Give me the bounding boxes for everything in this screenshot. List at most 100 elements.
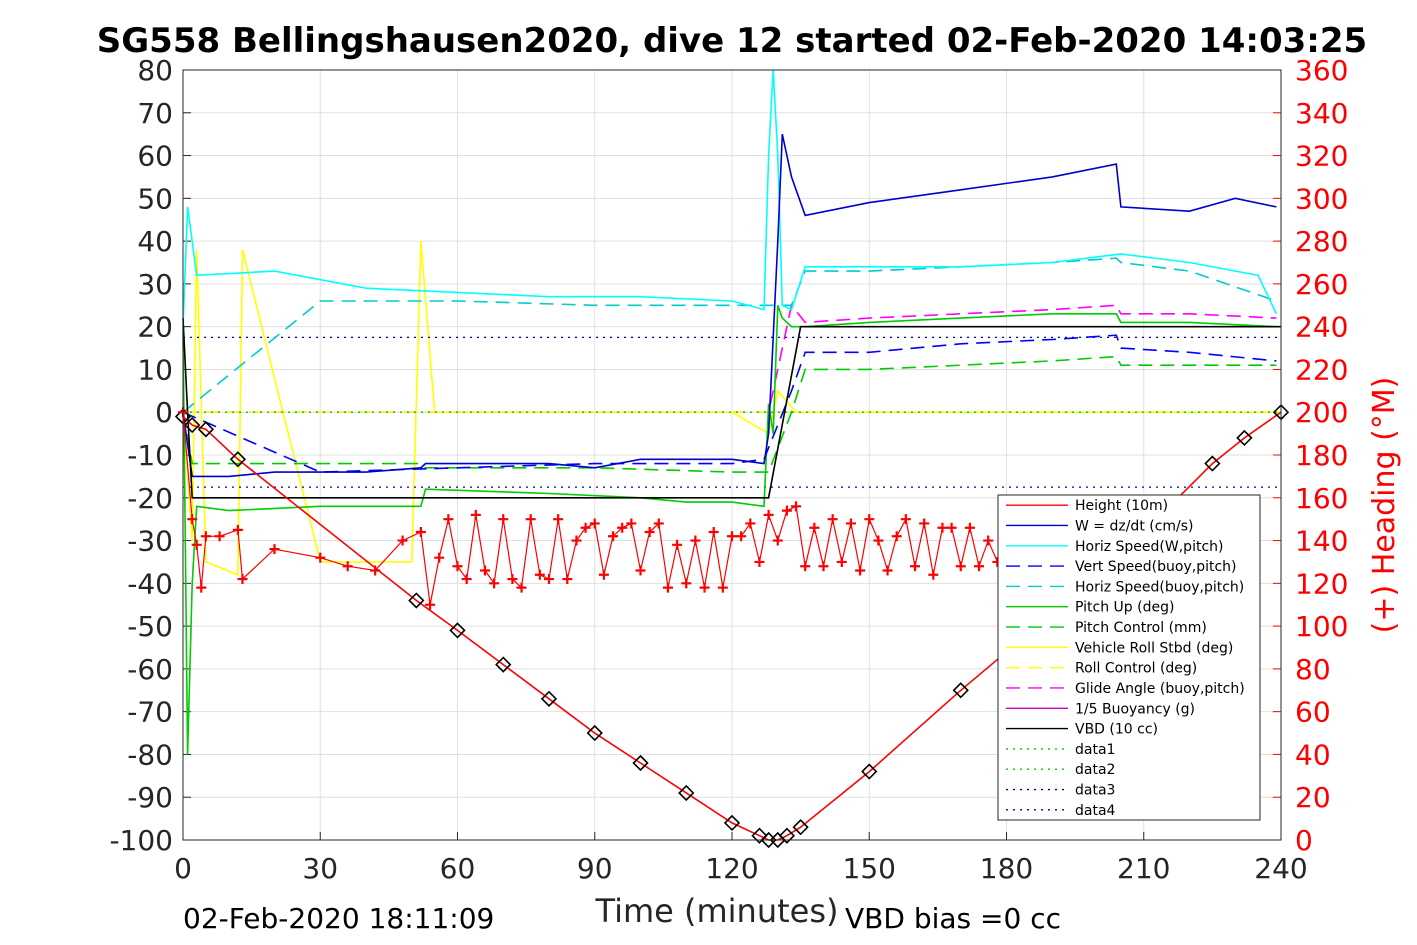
y-right-tick-label: 160 — [1295, 482, 1348, 515]
heading-marker — [415, 527, 426, 537]
y-right-tick-label: 140 — [1295, 525, 1348, 558]
heading-marker — [681, 578, 692, 589]
heading-marker — [589, 518, 600, 529]
y-right-tick-label: 280 — [1295, 225, 1348, 258]
depth-marker — [778, 827, 796, 844]
legend-entry: Vert Speed(buoy,pitch) — [1075, 559, 1237, 575]
footer-timestamp: 02-Feb-2020 18:11:09 — [183, 902, 494, 935]
y-tick-label: -60 — [127, 653, 173, 686]
heading-marker — [772, 535, 783, 546]
depth-marker — [540, 690, 558, 707]
y-tick-label: -70 — [127, 696, 173, 729]
x-tick-label: 240 — [1254, 852, 1307, 885]
heading-marker — [699, 582, 710, 593]
y-right-tick-label: 220 — [1295, 353, 1348, 386]
heading-marker — [397, 535, 408, 546]
y-right-tick-label: 80 — [1295, 653, 1331, 686]
x-tick-label: 180 — [980, 852, 1033, 885]
series-line-6 — [182, 355, 1277, 473]
depth-marker — [792, 819, 809, 836]
series-line-11 — [182, 318, 1281, 499]
heading-marker — [461, 574, 472, 585]
y-right-tick-label: 300 — [1295, 182, 1348, 215]
heading-marker — [754, 556, 765, 567]
depth-marker — [184, 416, 201, 434]
y-tick-label: 20 — [137, 311, 173, 344]
heading-marker — [534, 569, 545, 580]
y-tick-label: 30 — [137, 268, 173, 301]
heading-marker — [237, 574, 248, 585]
legend-entry: data2 — [1075, 762, 1115, 778]
depth-marker — [1236, 429, 1253, 447]
legend-entry: data1 — [1075, 742, 1115, 758]
heading-marker — [370, 565, 381, 576]
heading-marker — [191, 539, 202, 550]
heading-marker — [708, 527, 719, 537]
y-right-tick-label: 60 — [1295, 696, 1331, 729]
y-tick-label: -10 — [127, 439, 173, 472]
heading-marker — [562, 574, 573, 585]
heading-marker — [974, 561, 985, 572]
heading-marker — [507, 574, 518, 585]
heading-marker — [434, 552, 445, 563]
heading-marker — [635, 565, 646, 576]
heading-marker — [672, 539, 683, 550]
depth-marker — [586, 724, 603, 742]
heading-marker — [946, 522, 957, 533]
depth-marker — [952, 682, 969, 699]
y-right-tick-label: 260 — [1295, 268, 1348, 301]
series-line-7 — [182, 241, 1281, 576]
heading-marker — [626, 518, 637, 529]
series-line-4 — [182, 257, 1277, 413]
y-right-tick-label: 320 — [1295, 140, 1348, 173]
heading-marker — [800, 561, 811, 572]
heading-marker — [571, 535, 582, 546]
heading-marker — [910, 561, 920, 572]
depth-marker — [229, 451, 247, 468]
y-right-tick-label: 20 — [1295, 781, 1331, 814]
heading-marker — [827, 514, 838, 525]
heading-line — [182, 412, 1008, 605]
y-tick-label: -50 — [127, 610, 173, 643]
heading-marker — [580, 522, 591, 533]
y-tick-label: 70 — [137, 97, 173, 130]
x-tick-label: 210 — [1117, 852, 1170, 885]
depth-marker — [723, 814, 741, 832]
series-line-3 — [182, 334, 1277, 473]
depth-marker — [1204, 455, 1221, 472]
y-tick-label: -30 — [127, 525, 173, 558]
legend-entry: Vehicle Roll Stbd (deg) — [1075, 640, 1233, 656]
x-tick-label: 30 — [302, 852, 338, 885]
heading-marker — [553, 514, 564, 525]
y-tick-label: 80 — [137, 54, 173, 87]
legend-entry: Roll Control (deg) — [1075, 661, 1197, 677]
legend-entry: W = dz/dt (cm/s) — [1075, 518, 1194, 534]
heading-marker — [781, 505, 792, 516]
heading-marker — [479, 565, 490, 576]
y-right-tick-label: 340 — [1295, 97, 1348, 130]
y-tick-label: -80 — [127, 738, 173, 771]
y-right-tick-label: 360 — [1295, 54, 1348, 87]
x-tick-label: 0 — [174, 852, 192, 885]
legend-entry: Horiz Speed(buoy,pitch) — [1075, 579, 1244, 595]
heading-marker — [315, 552, 326, 563]
y-tick-label: 50 — [137, 182, 173, 215]
heading-marker — [544, 574, 554, 585]
heading-marker — [845, 518, 856, 529]
y-tick-label: -100 — [109, 824, 173, 857]
x-axis: 0 30 60 90 120 150 180 210 240 — [174, 832, 1308, 885]
legend-entry: Pitch Up (deg) — [1075, 600, 1174, 616]
heading-marker — [608, 531, 619, 542]
y-right-tick-label: 240 — [1295, 311, 1348, 344]
x-tick-label: 90 — [577, 852, 613, 885]
heading-marker — [983, 535, 994, 546]
heading-marker — [187, 514, 198, 525]
heading-marker — [873, 535, 884, 546]
heading-marker — [836, 556, 847, 567]
heading-marker — [425, 599, 436, 610]
y-axis-right-label: (+) Heading (°M) — [1367, 377, 1402, 634]
series-group — [174, 69, 1290, 849]
series-line-1 — [182, 134, 1277, 478]
heading-marker — [653, 518, 664, 529]
